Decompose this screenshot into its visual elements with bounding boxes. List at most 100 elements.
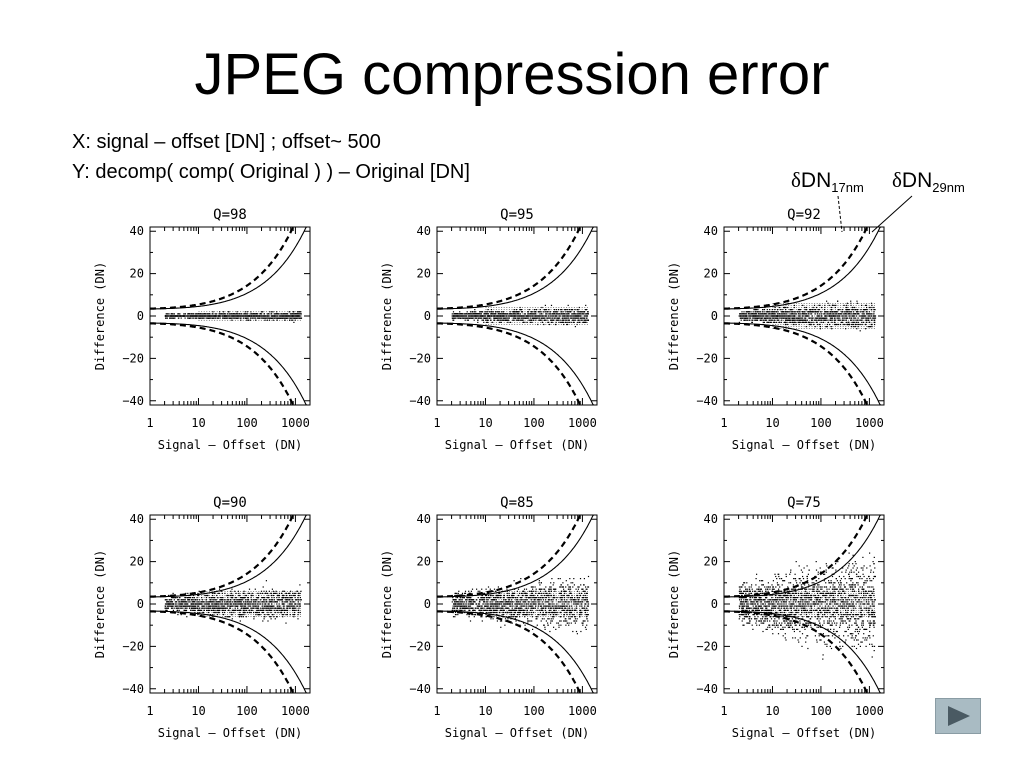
scatter-point	[215, 605, 217, 607]
legend-dashed-label: δDN17nm	[791, 168, 864, 195]
scatter-point	[266, 315, 268, 317]
scatter-point	[496, 597, 498, 599]
scatter-point	[760, 319, 762, 321]
scatter-point	[841, 309, 843, 311]
scatter-point	[546, 317, 548, 319]
scatter-point	[262, 586, 264, 588]
scatter-point	[463, 313, 465, 315]
scatter-point	[285, 313, 288, 315]
scatter-point	[502, 313, 504, 315]
scatter-point	[452, 605, 454, 607]
scatter-point	[241, 603, 243, 605]
scatter-point	[203, 313, 205, 315]
scatter-point	[520, 317, 523, 319]
scatter-point	[452, 315, 455, 317]
scatter-point	[815, 321, 817, 323]
scatter-point	[791, 309, 793, 311]
scatter-point	[168, 605, 170, 607]
scatter-point	[239, 599, 241, 601]
scatter-point	[248, 592, 251, 594]
scatter-point	[515, 313, 517, 315]
scatter-point	[172, 597, 174, 599]
scatter-point	[457, 317, 459, 319]
scatter-point	[580, 313, 582, 315]
scatter-point	[838, 323, 840, 326]
scatter-point	[453, 313, 455, 315]
scatter-point	[857, 311, 859, 313]
scatter-point	[290, 315, 292, 317]
scatter-point	[520, 309, 523, 311]
scatter-point	[258, 611, 260, 614]
scatter-point	[249, 605, 251, 607]
scatter-point	[570, 317, 572, 319]
scatter-point	[182, 601, 184, 603]
scatter-point	[554, 311, 557, 313]
scatter-point	[504, 313, 506, 315]
scatter-point	[548, 317, 550, 319]
scatter-point	[296, 317, 298, 319]
scatter-point	[189, 607, 191, 609]
scatter-point	[193, 609, 195, 611]
scatter-point	[804, 315, 806, 317]
scatter-point	[534, 313, 536, 315]
scatter-point	[491, 313, 493, 315]
scatter-point	[254, 588, 256, 590]
curve-ddn29nm	[723, 322, 882, 406]
scatter-point	[238, 609, 240, 611]
scatter-point	[192, 315, 194, 317]
scatter-point	[801, 313, 804, 315]
scatter-point	[210, 601, 212, 603]
scatter-point	[531, 311, 533, 313]
scatter-point	[184, 609, 186, 611]
y-tick-label: 0	[711, 309, 718, 323]
scatter-point	[788, 315, 790, 317]
scatter-point	[195, 599, 197, 601]
scatter-point	[810, 323, 812, 326]
scatter-point	[259, 603, 261, 605]
scatter-point	[567, 607, 569, 609]
scatter-point	[763, 309, 766, 311]
y-tick-label: −40	[122, 394, 144, 408]
scatter-point	[227, 315, 229, 317]
y-tick-label: 40	[417, 224, 431, 238]
scatter-point	[867, 326, 869, 328]
scatter-point	[213, 611, 215, 614]
scatter-point	[243, 603, 245, 605]
scatter-point	[505, 313, 507, 315]
scatter-point	[466, 311, 468, 313]
scatter-point	[179, 601, 181, 603]
scatter-point	[290, 605, 292, 607]
scatter-point	[857, 326, 859, 328]
scatter-point	[477, 313, 479, 315]
scatter-point	[166, 603, 168, 605]
scatter-point	[815, 311, 817, 313]
scatter-point	[259, 313, 261, 315]
scatter-point	[238, 601, 240, 603]
scatter-point	[178, 317, 180, 319]
scatter-point	[461, 313, 463, 315]
scatter-point	[494, 317, 496, 319]
scatter-point	[760, 315, 762, 317]
scatter-point	[222, 614, 224, 616]
scatter-point	[196, 597, 198, 599]
x-axis-label: Signal – Offset (DN)	[158, 438, 303, 452]
scatter-point	[566, 317, 568, 319]
scatter-point	[244, 609, 246, 611]
scatter-point	[527, 313, 530, 315]
scatter-point	[581, 311, 583, 313]
scatter-point	[205, 313, 207, 315]
scatter-point	[236, 599, 238, 601]
scatter-point	[233, 599, 235, 601]
scatter-point	[177, 599, 179, 601]
scatter-point	[775, 317, 777, 319]
scatter-point	[757, 317, 759, 319]
scatter-point	[230, 601, 232, 603]
slide-title: JPEG compression error	[194, 42, 830, 107]
scatter-point	[789, 311, 791, 313]
scatter-point	[556, 313, 558, 315]
scatter-point	[531, 321, 533, 323]
scatter-point	[836, 317, 838, 319]
scatter-point	[745, 317, 747, 319]
scatter-point	[773, 317, 775, 319]
scatter-point	[188, 605, 190, 607]
